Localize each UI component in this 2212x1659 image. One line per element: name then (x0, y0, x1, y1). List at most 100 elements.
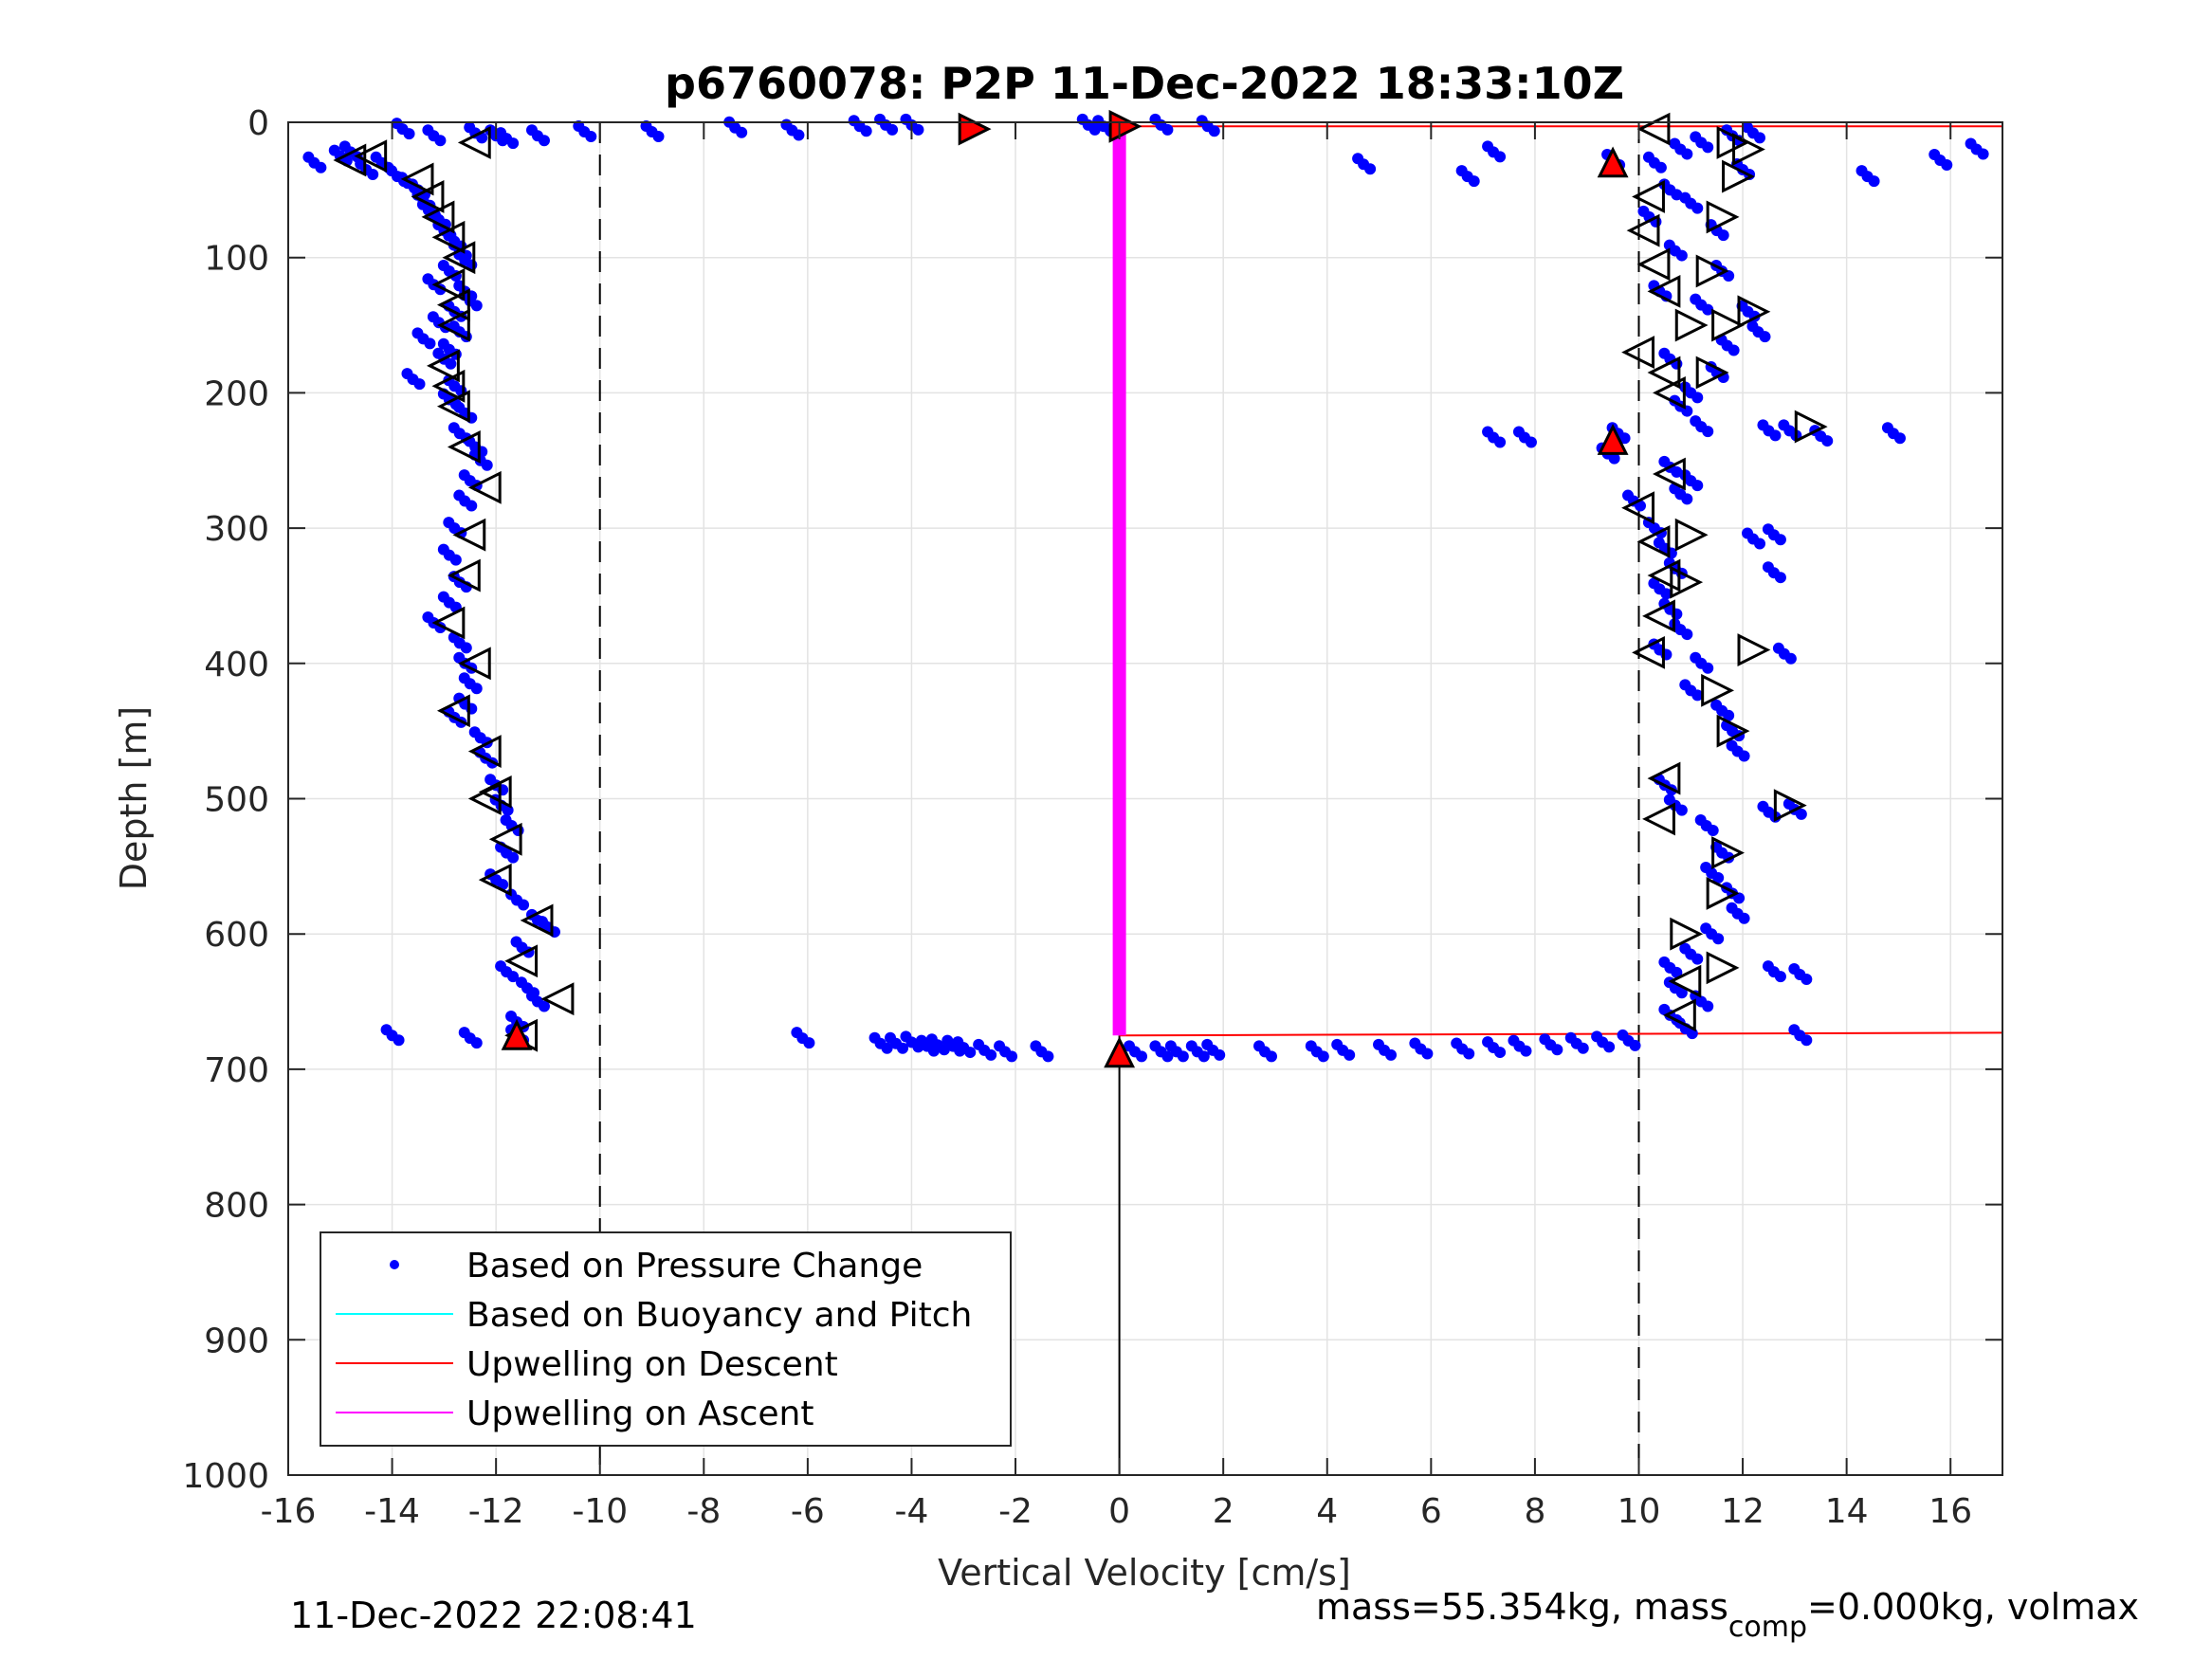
pressure-point (1774, 534, 1786, 546)
descent-marker (431, 267, 466, 301)
pressure-point (470, 300, 483, 312)
legend-label: Upwelling on Ascent (466, 1395, 814, 1433)
y-tick-label: 300 (204, 510, 269, 549)
pressure-point (338, 140, 351, 153)
pressure-point (448, 422, 460, 434)
pressure-point (1006, 1050, 1018, 1063)
x-tick-label: 2 (1213, 1492, 1234, 1531)
pressure-point (1030, 1040, 1042, 1052)
y-axis-ticks: 0 100 200 300 400 500 600 700 800 900 1000 (182, 104, 2002, 1496)
descent-marker (467, 470, 502, 504)
pressure-point (1681, 148, 1693, 160)
pressure-point (585, 130, 597, 142)
pressure-point (370, 151, 382, 163)
pressure-point (1675, 804, 1688, 816)
pressure-point (458, 1027, 470, 1039)
pressure-point (437, 543, 449, 556)
pressure-point (328, 144, 340, 156)
descent-marker (421, 200, 455, 234)
pressure-point (1746, 320, 1759, 333)
pressure-point (1788, 963, 1801, 975)
pressure-point (1691, 689, 1704, 702)
pressure-point (1757, 419, 1769, 431)
series-lines (1112, 125, 2003, 1037)
legend-label: Based on Buoyancy and Pitch (466, 1296, 972, 1335)
descent-marker (467, 735, 502, 768)
pressure-point (1801, 1034, 1813, 1047)
pressure-point (925, 1033, 938, 1046)
pressure-point (1762, 960, 1774, 973)
pressure-point (1642, 151, 1654, 163)
pressure-point (1941, 158, 1953, 171)
ascent-marker-right (1674, 308, 1709, 342)
pressure-point (1658, 1003, 1671, 1015)
x-tick-label: -8 (686, 1492, 721, 1531)
y-tick-label: 0 (247, 104, 269, 143)
pressure-point (495, 960, 507, 973)
pressure-point (1617, 1029, 1629, 1041)
pressure-point (791, 1027, 803, 1039)
pressure-point (803, 1037, 815, 1049)
pressure-point (1482, 1036, 1494, 1048)
descent-marker (442, 241, 476, 275)
pressure-point (1856, 165, 1868, 177)
pressure-point (507, 851, 520, 864)
pressure-point (1164, 1040, 1177, 1052)
pressure-point (393, 1034, 405, 1047)
ascent-marker-right (1716, 714, 1750, 748)
pressure-point (1726, 739, 1738, 752)
pressure-point (1161, 1050, 1174, 1063)
pressure-point (952, 1036, 964, 1048)
pressure-point (484, 774, 497, 786)
pressure-point (1691, 480, 1704, 492)
x-tick-label: 16 (1929, 1492, 1972, 1531)
pressure-point (1965, 137, 1977, 150)
pressure-point (1508, 1034, 1520, 1047)
pressure-point (1494, 436, 1507, 448)
highlight-marker (1104, 1036, 1136, 1068)
pressure-point (1723, 269, 1735, 282)
pressure-point (468, 726, 481, 738)
descent-marker (488, 822, 522, 856)
pressure-point (1653, 537, 1665, 549)
pressure-point (315, 161, 327, 173)
pressure-point (1694, 814, 1707, 827)
pressure-point (1679, 679, 1691, 691)
pressure-point (736, 126, 748, 138)
pressure-point (443, 517, 455, 529)
x-tick-label: 12 (1721, 1492, 1764, 1531)
pressure-point (1675, 249, 1688, 262)
x-tick-label: -6 (791, 1492, 825, 1531)
pressure-point (1608, 452, 1620, 465)
descent-marker (478, 863, 512, 897)
pressure-point (1344, 1048, 1356, 1061)
x-tick-label: 8 (1524, 1492, 1545, 1531)
highlight-marker (1597, 423, 1629, 455)
pressure-point (1214, 1048, 1226, 1061)
highlight-marker (1108, 109, 1143, 143)
pressure-point (868, 1031, 881, 1044)
descent-marker (447, 430, 481, 464)
pressure-point (1663, 239, 1675, 251)
pressure-point (505, 1010, 518, 1022)
pressure-point (1482, 426, 1494, 438)
pressure-point (1795, 808, 1807, 820)
descent-marker (452, 518, 486, 552)
pressure-point (1690, 293, 1702, 305)
descent-marker (457, 125, 491, 159)
pressure-point (1700, 922, 1712, 935)
footer-timestamp: 11-Dec-2022 22:08:41 (290, 1595, 697, 1636)
ascent-marker-left (1647, 558, 1681, 592)
y-axis-label: Depth [m] (113, 706, 155, 891)
ascent-marker-left (1653, 375, 1686, 410)
pressure-point (302, 151, 315, 163)
pressure-point (1591, 1030, 1603, 1043)
descent-marker (427, 349, 460, 383)
pressure-point (1266, 1050, 1278, 1063)
ascent-marker-left (1621, 491, 1654, 525)
pressure-point (1742, 527, 1754, 539)
footer-mass-text: mass=55.354kg, mass (1316, 1586, 1728, 1628)
descent-marker (431, 606, 466, 640)
pressure-point (1658, 455, 1671, 467)
pressure-point (1929, 148, 1941, 160)
